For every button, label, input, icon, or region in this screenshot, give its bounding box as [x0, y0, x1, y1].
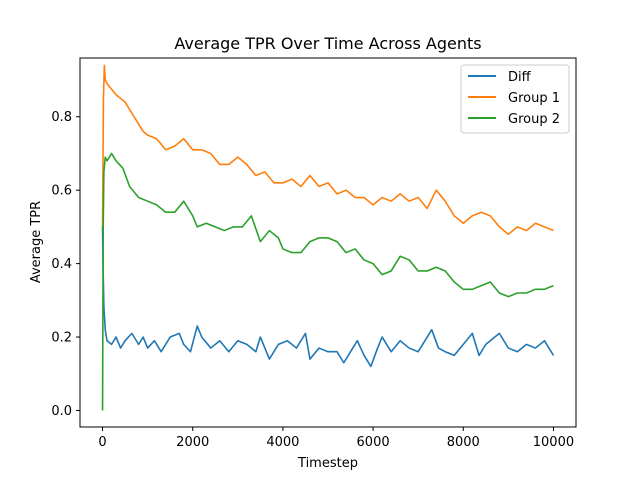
y-tick-label: 0.2: [51, 331, 72, 346]
legend-label-diff: Diff: [508, 70, 532, 85]
series-layer: [101, 64, 555, 411]
x-tick-label: 8000: [447, 435, 480, 450]
y-tick-label: 0.0: [51, 404, 72, 419]
legend-box: [460, 64, 570, 134]
x-axis: 0 2000 4000 6000 8000 10000: [98, 427, 574, 450]
chart-title: Average TPR Over Time Across Agents: [174, 34, 481, 53]
plot-area-frame: [79, 57, 577, 428]
legend-label-group-1: Group 1: [508, 91, 560, 106]
y-tick-label: 0.4: [51, 257, 72, 272]
x-axis-label: Timestep: [297, 456, 358, 471]
x-tick-label: 6000: [357, 435, 390, 450]
y-axis: 0.0 0.2 0.4 0.6 0.8: [51, 110, 80, 419]
x-tick-label: 4000: [266, 435, 299, 450]
y-tick-label: 0.6: [51, 184, 72, 199]
y-axis-label: Average TPR: [29, 201, 44, 283]
series-line-group-2: [101, 152, 554, 411]
legend: Diff Group 1 Group 2: [460, 64, 570, 134]
series-line-group-1: [101, 64, 554, 236]
x-tick-label: 2000: [176, 435, 209, 450]
x-tick-label: 0: [98, 435, 106, 450]
x-tick-label: 10000: [533, 435, 574, 450]
series-line-diff: [101, 226, 555, 368]
y-tick-label: 0.8: [51, 110, 72, 125]
legend-label-group-2: Group 2: [508, 112, 560, 127]
